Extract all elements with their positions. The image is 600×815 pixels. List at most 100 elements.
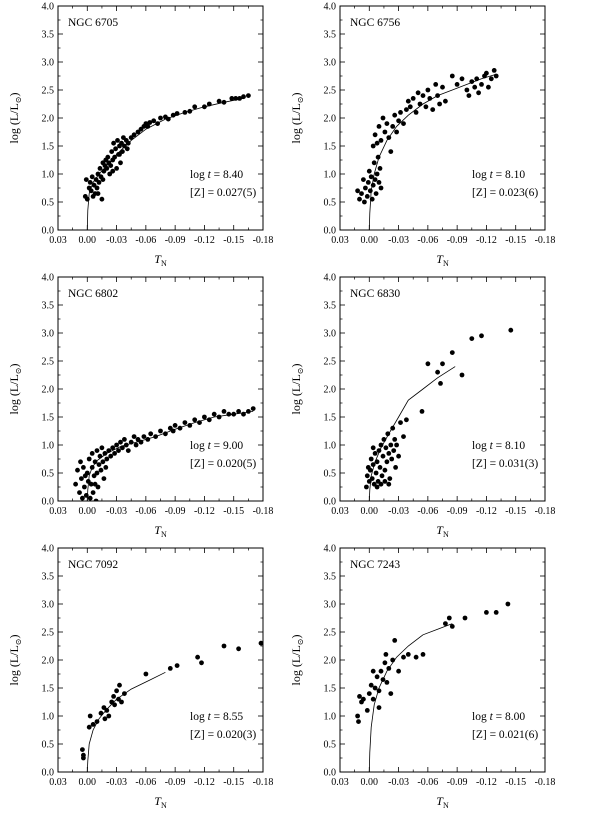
y-tick-label: 2.5 (324, 357, 337, 368)
data-point (382, 467, 388, 473)
y-tick-label: 4.0 (42, 273, 55, 284)
data-point (364, 194, 370, 199)
data-point (221, 409, 227, 414)
x-tick-label: -0.18 (253, 777, 274, 788)
y-tick-label: 3.0 (42, 600, 55, 611)
z-text: [Z] (472, 187, 490, 199)
data-point (363, 185, 368, 191)
x-tick-label: -0.18 (535, 506, 556, 517)
y-tick-label: 1.0 (324, 441, 337, 452)
log-age-value: = 8.00 (493, 711, 526, 723)
data-point (122, 691, 127, 696)
data-point (382, 660, 388, 666)
x-tick-label: 0.00 (361, 777, 379, 788)
y-tick-label: 0.5 (324, 740, 337, 751)
x-axis-symbol: T (436, 252, 444, 266)
data-point (147, 120, 153, 125)
x-tick-label: -0.12 (194, 506, 215, 517)
y-axis-title: log (L/L⊙) (7, 363, 23, 414)
data-point (384, 121, 390, 126)
data-point (425, 87, 431, 93)
data-point (464, 87, 470, 93)
data-point (231, 411, 237, 417)
log-text: log (190, 711, 208, 723)
data-point (110, 168, 116, 174)
data-point (369, 476, 375, 481)
data-point (246, 93, 251, 98)
data-point (182, 420, 188, 425)
log-age-value: = 9.00 (211, 440, 244, 452)
data-point (128, 439, 134, 445)
data-point (202, 414, 207, 420)
data-point (82, 484, 87, 490)
data-point (484, 70, 489, 76)
data-point (125, 448, 131, 453)
data-point (124, 146, 130, 152)
panel: 0.03 0.00 -0.03 -0.06 -0.09 -0.12 -0.15 -0.18 0.… (289, 544, 555, 811)
data-point (401, 654, 406, 660)
data-point (449, 624, 455, 629)
data-point (372, 685, 378, 691)
data-point (443, 98, 448, 104)
data-point (216, 98, 222, 104)
data-point (109, 149, 115, 155)
data-point (430, 107, 436, 112)
data-point (241, 94, 246, 100)
data-point (246, 409, 251, 414)
x-tick-label: 0.03 (331, 235, 349, 246)
data-point (420, 652, 426, 657)
data-point (103, 157, 109, 163)
x-tick-label: -0.03 (106, 506, 127, 517)
x-tick-label: -0.03 (106, 235, 127, 246)
data-point (102, 716, 108, 722)
x-tick-label: -0.06 (135, 506, 156, 517)
y-tick-label: 3.0 (324, 600, 337, 611)
log-age-value: = 8.10 (493, 169, 526, 181)
data-point (211, 411, 217, 417)
data-point (133, 442, 139, 448)
y-tick-label: 3.5 (42, 301, 55, 312)
y-tick-label: 0.0 (324, 497, 337, 508)
data-point (95, 191, 101, 197)
data-point (438, 381, 443, 386)
metallicity-label: [Z] = 0.031(3) (472, 458, 538, 470)
data-point (94, 470, 100, 476)
cluster-name: NGC 6802 (68, 288, 118, 300)
data-point (120, 445, 125, 451)
data-point (376, 705, 382, 710)
sun-symbol: ⊙ (14, 96, 23, 103)
data-point (94, 185, 100, 191)
x-axis-title: TN (154, 252, 167, 268)
x-tick-label: -0.15 (223, 506, 244, 517)
log-text: log (472, 440, 490, 452)
data-point (138, 439, 144, 445)
t-symbol: t (208, 711, 212, 723)
cluster-name: NGC 6830 (350, 288, 400, 300)
data-point (107, 171, 113, 177)
data-point (370, 462, 376, 467)
t-symbol: t (208, 169, 212, 181)
data-point (433, 82, 439, 87)
data-point (165, 116, 171, 122)
x-axis-subscript: N (443, 530, 449, 539)
x-tick-label: 0.00 (361, 235, 379, 246)
data-point (381, 437, 387, 442)
data-point (88, 188, 94, 194)
y-tick-label: 0.5 (42, 198, 55, 209)
data-point (106, 713, 112, 719)
data-point (357, 694, 362, 699)
panel: 0.03 0.00 -0.03 -0.06 -0.09 -0.12 -0.15 -0.18 0.… (7, 2, 273, 269)
x-tick-label: 0.00 (79, 506, 97, 517)
data-point (392, 437, 398, 442)
y-tick-label: 1.5 (324, 142, 337, 153)
data-point (96, 462, 102, 467)
data-point (367, 467, 373, 473)
data-point (83, 177, 89, 183)
panel: 0.03 0.00 -0.03 -0.06 -0.09 -0.12 -0.15 -0.18 0.… (7, 273, 273, 540)
data-point (479, 82, 484, 87)
data-point (106, 448, 112, 453)
y-tick-label: 0.0 (324, 226, 337, 237)
panel: 0.03 0.00 -0.03 -0.06 -0.09 -0.12 -0.15 -0.18 0.… (289, 2, 555, 269)
data-point (364, 473, 370, 479)
